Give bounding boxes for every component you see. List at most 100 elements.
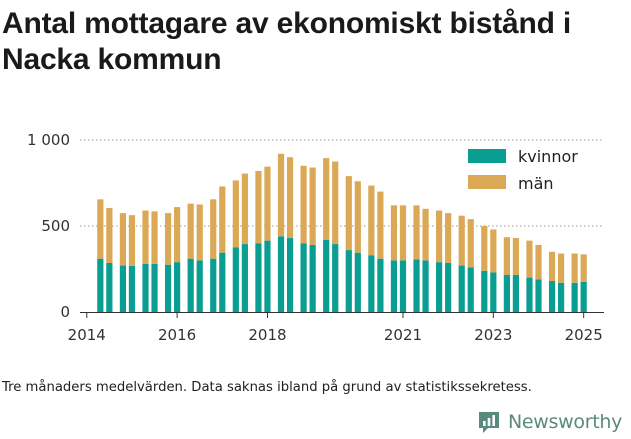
bar-kvinnor <box>309 244 316 312</box>
bar-man <box>264 166 271 241</box>
bar-man <box>481 226 488 271</box>
bar-kvinnor <box>196 260 203 312</box>
bar-kvinnor <box>106 262 113 312</box>
bar-man <box>142 210 149 264</box>
bar-man <box>232 180 239 248</box>
x-tick-label: 2018 <box>248 326 286 344</box>
bar-man <box>174 207 181 263</box>
bar-kvinnor <box>557 282 565 312</box>
bar-man <box>390 205 398 261</box>
bar-man <box>512 238 520 276</box>
bar-kvinnor <box>151 263 158 312</box>
bar-kvinnor <box>97 258 104 312</box>
x-tick-label: 2016 <box>158 326 196 344</box>
bar-man <box>399 205 407 261</box>
bar-kvinnor <box>255 243 262 312</box>
x-tick-label: 2025 <box>565 326 603 344</box>
bar-man <box>128 215 136 266</box>
bar-kvinnor <box>300 243 307 312</box>
bar-man <box>467 219 474 268</box>
bar-kvinnor <box>264 240 271 312</box>
bar-man <box>196 204 203 261</box>
bar-man <box>286 157 294 239</box>
bar-man <box>377 191 384 259</box>
bar-kvinnor <box>332 244 339 312</box>
bar-man <box>277 153 285 237</box>
bar-man <box>151 211 158 264</box>
bar-kvinnor <box>571 282 578 312</box>
axes: 0 500 1 000 2014 2016 2018 2021 2023 2025 <box>27 131 604 344</box>
bar-kvinnor <box>232 247 239 312</box>
bar-kvinnor <box>548 281 556 312</box>
bar-man <box>119 213 127 266</box>
y-tick-label: 500 <box>41 217 70 235</box>
bar-man <box>458 215 465 266</box>
bar-kvinnor <box>458 265 465 312</box>
legend-swatch-man <box>468 175 506 189</box>
bar-man <box>503 237 510 276</box>
legend-swatch-kvinnor <box>468 149 506 163</box>
bar-man <box>526 240 533 278</box>
legend: kvinnor män <box>468 147 578 193</box>
bar-man <box>323 158 330 240</box>
bar-kvinnor <box>128 265 136 312</box>
bar-kvinnor <box>436 262 443 312</box>
bar-man <box>187 203 194 259</box>
bar-man <box>345 176 352 251</box>
brand-logo[interactable]: Newsworthy <box>476 408 622 436</box>
bar-kvinnor <box>187 258 194 312</box>
bar-man <box>300 165 307 244</box>
y-tick-label: 0 <box>60 303 70 321</box>
bar-kvinnor <box>580 281 587 312</box>
bar-kvinnor <box>286 238 294 312</box>
x-tick-label: 2023 <box>474 326 512 344</box>
bar-kvinnor <box>377 258 384 312</box>
bar-kvinnor <box>399 260 407 312</box>
bar-man <box>106 207 113 263</box>
bar-man <box>557 253 565 283</box>
bar-man <box>445 213 452 263</box>
bar-kvinnor <box>490 272 497 312</box>
bar-man <box>354 181 361 253</box>
footnote: Tre månaders medelvärden. Data saknas ib… <box>2 380 532 395</box>
bar-man <box>571 253 578 283</box>
bar-kvinnor <box>354 252 361 312</box>
bar-man <box>164 213 172 265</box>
bar-man <box>210 199 217 259</box>
y-tick-label: 1 000 <box>27 131 70 149</box>
bar-kvinnor <box>503 275 510 312</box>
bar-kvinnor <box>467 267 474 312</box>
bar-kvinnor <box>345 250 352 312</box>
bar-kvinnor <box>277 236 285 312</box>
bar-kvinnor <box>445 262 452 312</box>
bar-kvinnor <box>164 264 172 312</box>
bar-kvinnor <box>219 252 226 312</box>
bar-kvinnor <box>413 259 420 312</box>
bar-man <box>422 208 429 261</box>
bar-man <box>241 173 248 245</box>
bar-kvinnor <box>526 277 533 312</box>
bars <box>97 153 587 312</box>
bar-man <box>535 244 542 280</box>
bar-kvinnor <box>142 263 149 312</box>
legend-label-kvinnor: kvinnor <box>518 147 578 166</box>
bar-kvinnor <box>119 265 127 312</box>
bar-man <box>436 210 443 263</box>
x-tick-label: 2021 <box>384 326 422 344</box>
bar-kvinnor <box>241 244 248 312</box>
x-tick-label: 2014 <box>68 326 106 344</box>
legend-label-man: män <box>518 174 554 193</box>
bar-man <box>255 170 262 244</box>
bar-kvinnor <box>368 255 375 312</box>
bar-kvinnor <box>512 275 520 312</box>
bar-man <box>332 161 339 245</box>
bar-man <box>580 254 587 282</box>
bar-kvinnor <box>390 260 398 312</box>
newsworthy-logo-icon <box>479 412 499 433</box>
bar-man <box>219 186 226 253</box>
gridlines <box>80 139 604 227</box>
bar-man <box>548 251 556 282</box>
bar-kvinnor <box>481 270 488 312</box>
bar-kvinnor <box>422 260 429 312</box>
